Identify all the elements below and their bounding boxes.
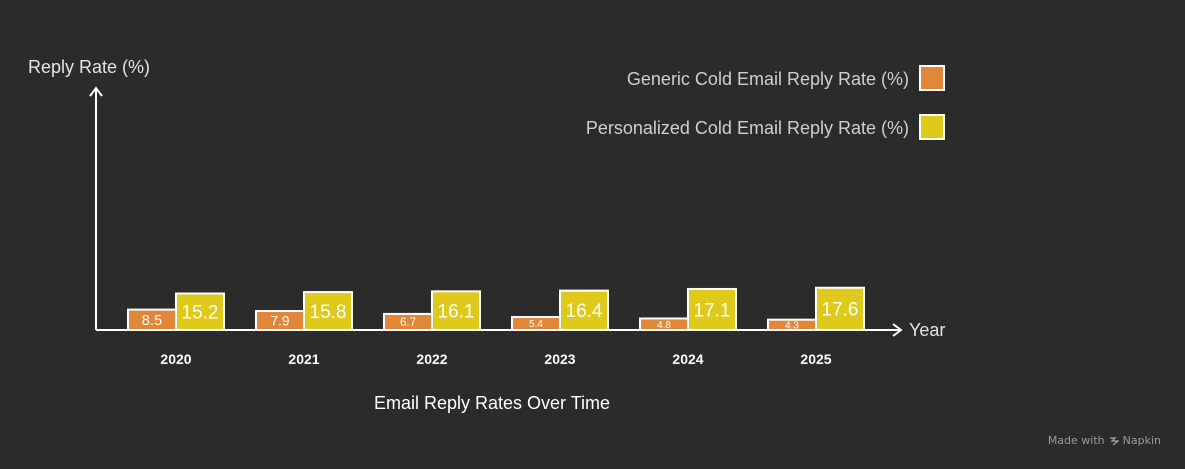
napkin-logo-icon xyxy=(1109,436,1119,446)
y-axis-label: Reply Rate (%) xyxy=(28,57,150,77)
data-label-personalized-2020: 15.2 xyxy=(182,303,219,324)
legend: Generic Cold Email Reply Rate (%) Persona… xyxy=(586,65,945,140)
data-label-personalized-2024: 17.1 xyxy=(694,300,731,321)
data-label-personalized-2025: 17.6 xyxy=(822,300,859,321)
data-label-generic-2024: 4.8 xyxy=(657,320,671,331)
legend-label-generic: Generic Cold Email Reply Rate (%) xyxy=(627,69,909,89)
legend-swatch-generic xyxy=(919,65,945,91)
x-tick-label-2022: 2022 xyxy=(416,351,447,367)
x-axis-arrow-icon xyxy=(892,323,903,337)
data-label-generic-2022: 6.7 xyxy=(400,316,416,329)
bar-personalized-2023 xyxy=(559,289,609,332)
axes: Reply Rate (%) Year Email Reply Rates Ov… xyxy=(28,57,945,413)
bar-personalized-2022 xyxy=(431,290,481,331)
x-tick-label-2021: 2021 xyxy=(288,351,319,367)
data-label-generic-2025: 4.3 xyxy=(785,320,799,331)
made-with-text: Made with xyxy=(1047,434,1105,447)
x-tick-label-2023: 2023 xyxy=(544,351,575,367)
bar-personalized-2021 xyxy=(303,291,353,331)
data-label-generic-2021: 7.9 xyxy=(270,313,289,328)
bars-group: 8.5 15.2 7.9 15.8 6.7 16.1 5.4 16.4 4.8 17.1 4.3 17… xyxy=(127,286,865,332)
data-label-personalized-2022: 16.1 xyxy=(438,302,475,323)
bar-personalized-2024 xyxy=(687,287,737,331)
data-label-generic-2020: 8.5 xyxy=(142,313,162,329)
x-axis-label: Year xyxy=(909,320,945,340)
data-label-personalized-2023: 16.4 xyxy=(566,301,603,322)
y-axis-arrow-icon xyxy=(89,86,103,97)
data-label-personalized-2021: 15.8 xyxy=(310,302,347,323)
x-tick-labels: 2020 2021 2022 2023 2024 2025 xyxy=(160,351,831,367)
legend-swatch-personalized xyxy=(919,114,945,140)
data-label-generic-2023: 5.4 xyxy=(529,319,543,330)
x-tick-label-2025: 2025 xyxy=(800,351,831,367)
bar-personalized-2025 xyxy=(815,286,865,332)
x-tick-label-2020: 2020 xyxy=(160,351,191,367)
napkin-brand-text: Napkin xyxy=(1122,434,1161,447)
watermark: Made with Napkin xyxy=(1048,434,1161,447)
x-tick-label-2024: 2024 xyxy=(672,351,703,367)
bar-personalized-2020 xyxy=(175,292,225,331)
legend-label-personalized: Personalized Cold Email Reply Rate (%) xyxy=(586,118,909,138)
chart-title: Email Reply Rates Over Time xyxy=(374,393,610,413)
